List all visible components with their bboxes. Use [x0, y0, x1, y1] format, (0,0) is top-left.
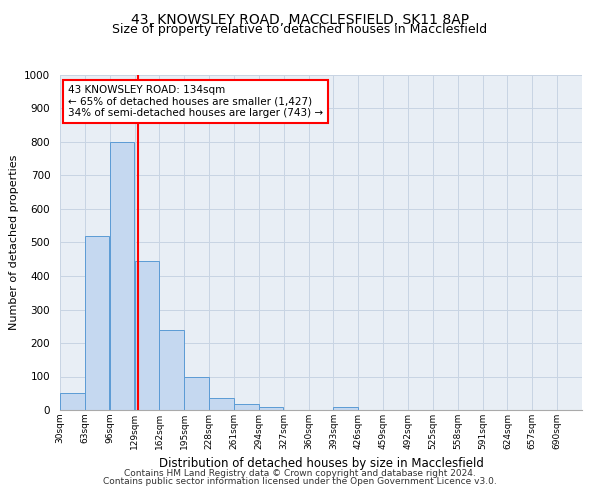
Text: Contains HM Land Registry data © Crown copyright and database right 2024.: Contains HM Land Registry data © Crown c… — [124, 468, 476, 477]
Text: 43 KNOWSLEY ROAD: 134sqm
← 65% of detached houses are smaller (1,427)
34% of sem: 43 KNOWSLEY ROAD: 134sqm ← 65% of detach… — [68, 85, 323, 118]
Bar — [134, 261, 159, 410]
Bar — [184, 376, 209, 410]
Text: Size of property relative to detached houses in Macclesfield: Size of property relative to detached ho… — [112, 22, 488, 36]
Bar — [110, 142, 134, 410]
Text: Contains public sector information licensed under the Open Government Licence v3: Contains public sector information licen… — [103, 477, 497, 486]
Y-axis label: Number of detached properties: Number of detached properties — [8, 155, 19, 330]
X-axis label: Distribution of detached houses by size in Macclesfield: Distribution of detached houses by size … — [158, 458, 484, 470]
Bar — [85, 236, 109, 410]
Text: 43, KNOWSLEY ROAD, MACCLESFIELD, SK11 8AP: 43, KNOWSLEY ROAD, MACCLESFIELD, SK11 8A… — [131, 12, 469, 26]
Bar — [209, 398, 234, 410]
Bar — [160, 330, 184, 410]
Bar — [234, 404, 259, 410]
Bar — [334, 408, 358, 410]
Bar — [60, 393, 85, 410]
Bar — [259, 408, 283, 410]
